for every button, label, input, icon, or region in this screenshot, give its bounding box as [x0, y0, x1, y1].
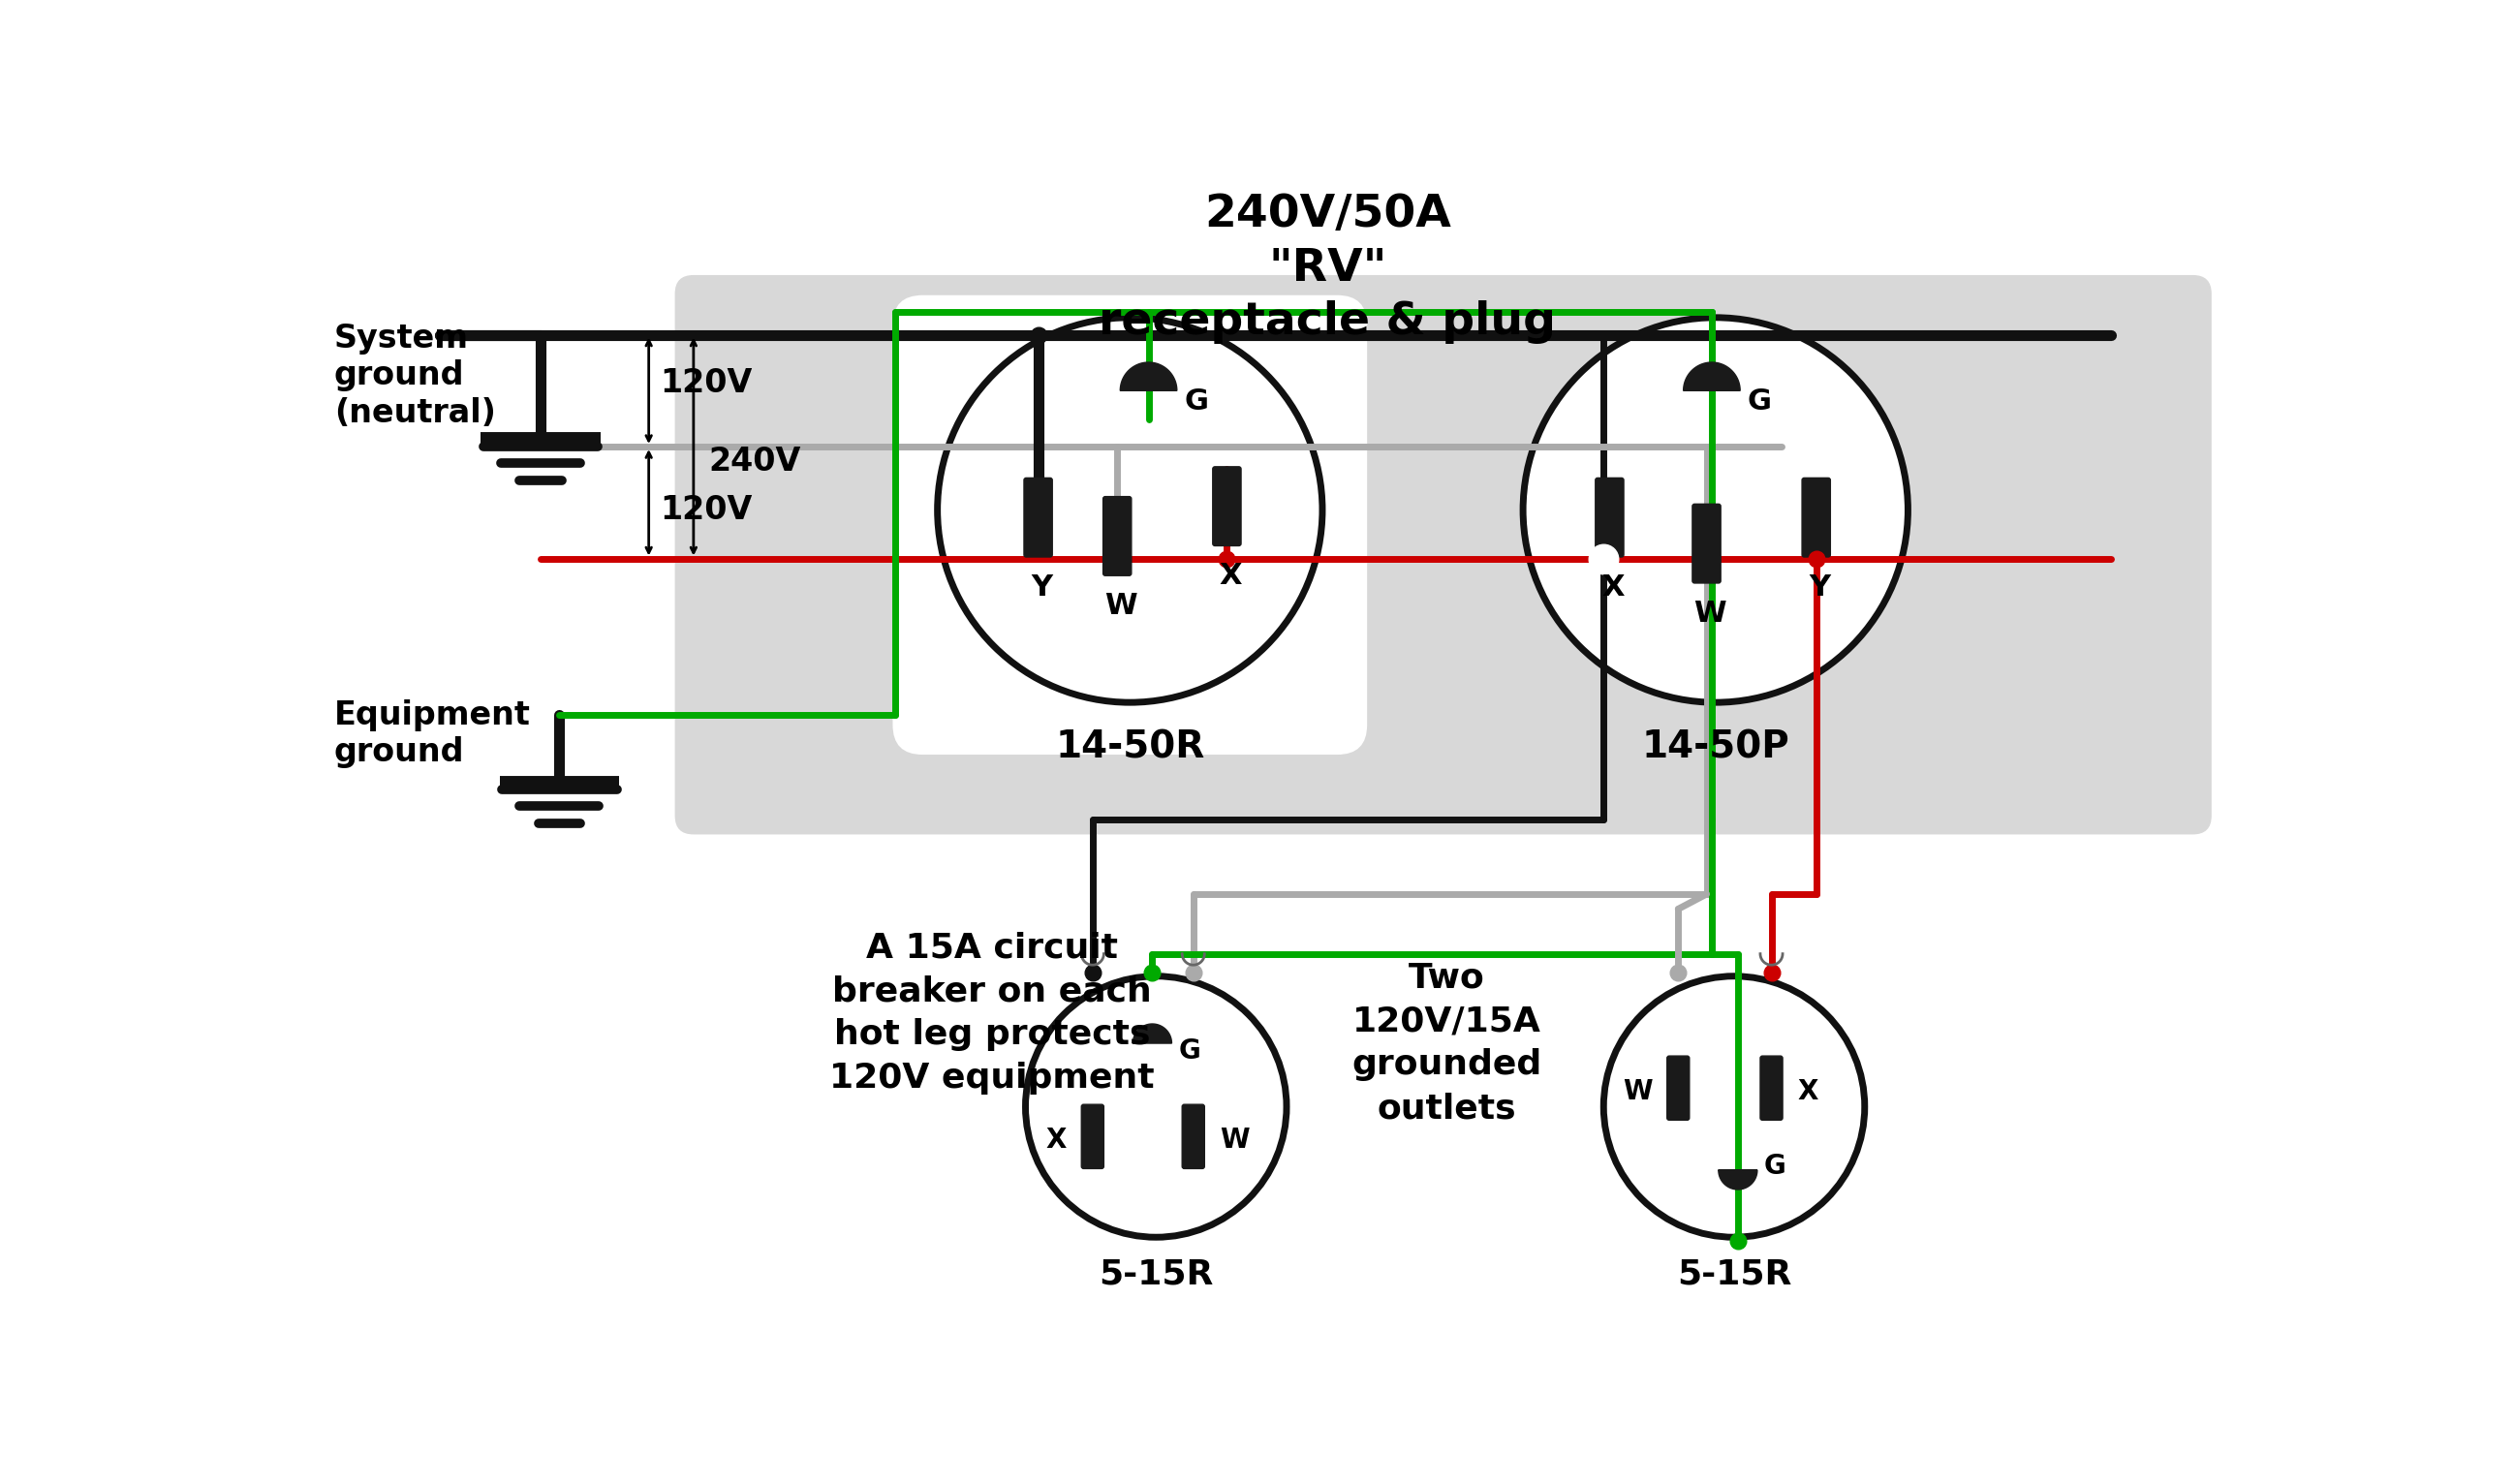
Text: W: W [1694, 600, 1727, 628]
FancyBboxPatch shape [1596, 478, 1624, 556]
Text: W: W [1622, 1079, 1652, 1106]
FancyBboxPatch shape [1081, 1104, 1104, 1168]
Text: W: W [1219, 1126, 1249, 1155]
Text: Y: Y [1031, 573, 1053, 601]
Polygon shape [1134, 1024, 1172, 1043]
FancyBboxPatch shape [1760, 1057, 1782, 1120]
Circle shape [1026, 976, 1287, 1238]
Text: 120V: 120V [661, 367, 752, 399]
Text: Two
120V/15A
grounded
outlets: Two 120V/15A grounded outlets [1353, 962, 1541, 1125]
Text: 120V: 120V [661, 494, 752, 525]
Text: System
ground
(neutral): System ground (neutral) [334, 322, 495, 429]
Text: A 15A circuit
breaker on each
hot leg protects
120V equipment: A 15A circuit breaker on each hot leg pr… [830, 932, 1154, 1095]
Text: G: G [1747, 387, 1772, 416]
Polygon shape [1720, 1169, 1757, 1190]
Text: G: G [1184, 387, 1209, 416]
Text: Equipment
ground: Equipment ground [334, 699, 530, 769]
Text: 240V/50A
"RV"
receptacle & plug: 240V/50A "RV" receptacle & plug [1099, 193, 1556, 344]
FancyBboxPatch shape [1182, 1104, 1204, 1168]
Circle shape [938, 318, 1322, 702]
Text: W: W [1104, 592, 1136, 620]
FancyBboxPatch shape [1803, 478, 1830, 556]
Text: 240V: 240V [709, 445, 802, 478]
FancyBboxPatch shape [1104, 497, 1131, 576]
FancyBboxPatch shape [1667, 1057, 1689, 1120]
Text: X: X [1798, 1079, 1818, 1106]
Polygon shape [1121, 362, 1177, 390]
Text: X: X [1601, 573, 1624, 601]
Text: X: X [1219, 562, 1242, 591]
Circle shape [1523, 318, 1908, 702]
Text: 14-50R: 14-50R [1056, 729, 1204, 766]
FancyBboxPatch shape [892, 295, 1368, 755]
Polygon shape [1684, 362, 1740, 390]
FancyBboxPatch shape [1212, 467, 1242, 546]
Circle shape [1604, 976, 1865, 1238]
FancyBboxPatch shape [1692, 505, 1720, 583]
Text: G: G [1179, 1037, 1202, 1064]
Text: X: X [1046, 1126, 1066, 1155]
FancyBboxPatch shape [1023, 478, 1053, 556]
Text: Y: Y [1810, 573, 1830, 601]
Text: 5-15R: 5-15R [1677, 1258, 1792, 1291]
Text: 5-15R: 5-15R [1099, 1258, 1214, 1291]
FancyBboxPatch shape [674, 275, 2212, 834]
Text: G: G [1765, 1153, 1785, 1180]
Text: 14-50P: 14-50P [1642, 729, 1790, 766]
